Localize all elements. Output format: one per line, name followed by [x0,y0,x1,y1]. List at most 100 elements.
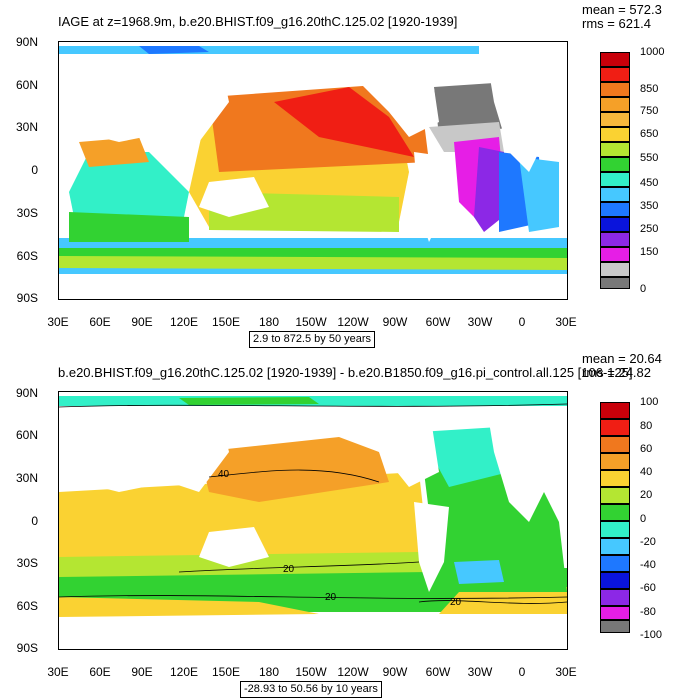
panel1-xtick-label: 150W [295,315,327,329]
colorbar-label: 100 [640,396,659,408]
contour-label: 40 [218,469,230,480]
colorbar-label: 20 [640,489,653,501]
colorbar-label: -80 [640,606,656,618]
colorbar-label: 40 [640,466,653,478]
colorbar-swatch [600,127,630,142]
colorbar-swatch [600,453,630,470]
panel2-ytick-label: 60N [15,428,38,442]
panel2-xtick-label: 150W [295,665,327,679]
colorbar-label: 80 [640,420,653,432]
land-australia [199,527,269,567]
panel1-ytick-label: 90S [16,291,38,305]
colorbar-swatch [600,142,630,157]
atlantic-lightblue [519,157,559,232]
colorbar-swatch [600,157,630,172]
colorbar-swatch [600,487,630,504]
arctic-green-patch [179,397,319,405]
contour-line [208,469,380,483]
panel2-ytick-label: 30S [16,556,38,570]
colorbar-swatch [600,620,630,633]
colorbar-swatch [600,172,630,187]
colorbar-swatch [600,217,630,232]
colorbar-swatch [600,187,630,202]
colorbar-swatch [600,521,630,538]
panel2-xtick-label: 90E [131,665,153,679]
colorbar-swatch [600,555,630,572]
colorbar-swatch [600,277,630,289]
colorbar-label: 750 [640,105,659,117]
panel2-map [58,391,568,650]
colorbar-label: -20 [640,536,656,548]
panel1-xtick-label: 30E [555,315,577,329]
colorbar-swatch [600,589,630,606]
colorbar-swatch [600,504,630,521]
panel2-xtick-label: 120E [169,665,199,679]
panel1-mean: mean = 572.3 [582,2,662,17]
colorbar-label: 0 [640,283,647,295]
colorbar-label: 150 [640,246,659,258]
panel2-xtick-label: 60W [425,665,451,679]
colorbar-swatch [600,82,630,97]
colorbar-swatch [600,247,630,262]
panel2-range-box: -28.93 to 50.56 by 10 years [240,681,382,698]
panel2-ytick-label: 60S [16,599,38,613]
colorbar-label: 650 [640,128,659,140]
panel2-xtick-label: 60E [89,665,111,679]
panel1-xtick-label: 120E [169,315,199,329]
panel2-ytick-label: 0 [31,514,38,528]
panel2-xtick-label: 30E [555,665,577,679]
colorbar-swatch [600,470,630,487]
colorbar-swatch [600,606,630,620]
panel2-rms: rms = 24.82 [582,365,652,380]
panel1-xtick-label: 90W [382,315,408,329]
panel1-xtick-label: 150E [211,315,241,329]
contour-line [59,595,567,599]
colorbar-label: 0 [640,513,647,525]
land-asia [59,54,229,142]
panel2-ytick-label: 90S [16,641,38,655]
panel1-xtick-label: 30W [467,315,493,329]
southern-band-yellow [59,597,319,617]
indian-ocean-north [79,137,149,167]
southern-band-yellow-east [439,587,567,614]
colorbar-swatch [600,262,630,277]
panel1-range-box: 2.9 to 872.5 by 50 years [249,331,376,348]
colorbar-label: 250 [640,223,659,235]
panel2-title: b.e20.BHIST.f09_g16.20thC.125.02 [1920-1… [58,365,633,380]
colorbar-swatch [600,202,630,217]
panel1-ytick-label: 0 [31,163,38,177]
colorbar-label: 450 [640,177,659,189]
indian-ocean-south [69,212,189,242]
panel1-map [58,41,568,300]
panel1-ytick-label: 30N [15,120,38,134]
land-north-america [309,54,439,137]
land-antarctica [59,278,567,299]
colorbar-label: 550 [640,152,659,164]
panel1-rms: rms = 621.4 [582,16,652,31]
colorbar-swatch [600,67,630,82]
colorbar-swatch [600,232,630,247]
colorbar-swatch [600,419,630,436]
panel2-xtick-label: 30E [47,665,69,679]
colorbar-label: 850 [640,83,659,95]
indo-pacific-region [59,472,429,572]
colorbar-label: 60 [640,443,653,455]
panel1-ytick-label: 60N [15,78,38,92]
panel2-xtick-label: 0 [518,665,526,679]
panel1-xtick-label: 120W [337,315,369,329]
colorbar-label: -60 [640,582,656,594]
panel1-ytick-label: 60S [16,249,38,263]
panel1-xtick-label: 90E [131,315,153,329]
panel1-title: IAGE at z=1968.9m, b.e20.BHIST.f09_g16.2… [58,14,458,29]
panel1-ytick-label: 30S [16,206,38,220]
contour-line [178,561,420,573]
land-south-america [414,152,449,242]
contour-line [418,600,567,604]
land-antarctica [59,628,567,649]
panel2-xtick-label: 150E [211,665,241,679]
colorbar-label: 350 [640,200,659,212]
colorbar-swatch [600,436,630,453]
colorbar-label: 1000 [640,46,665,58]
land-africa [489,422,549,522]
contour-label: 20 [450,597,462,608]
